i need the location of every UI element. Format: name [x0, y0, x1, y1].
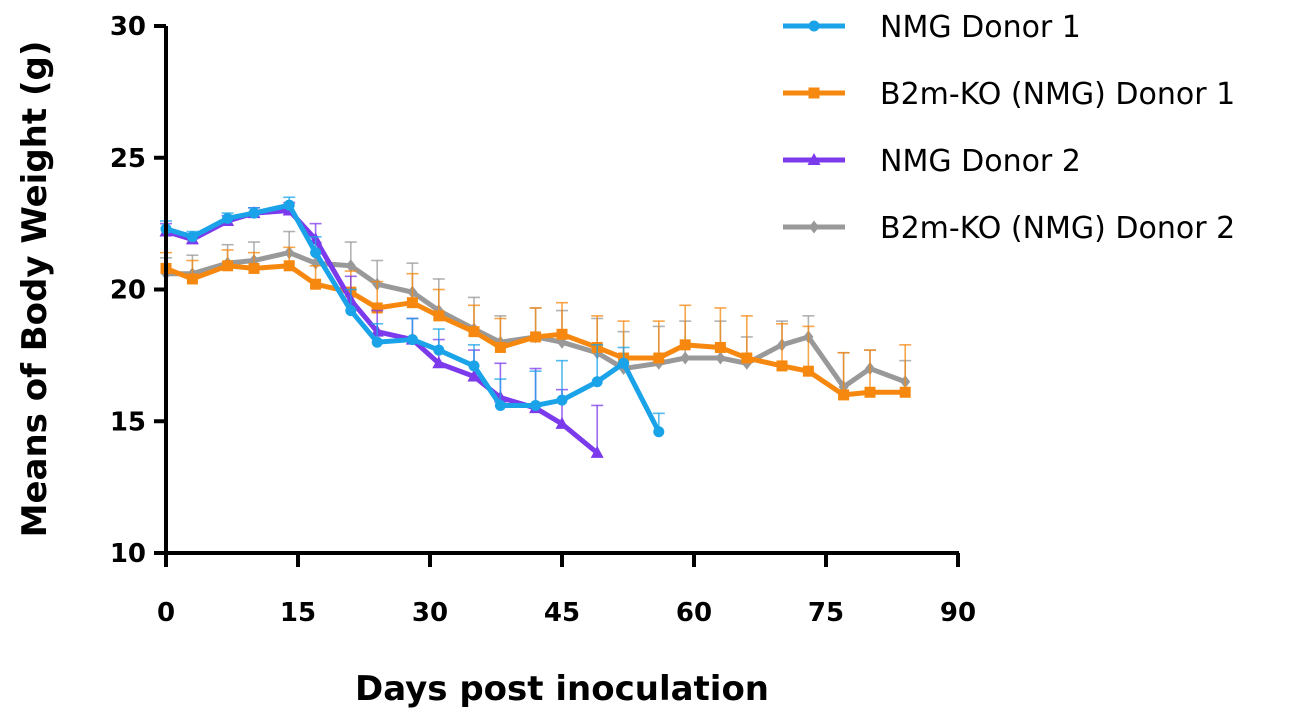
data-point: [468, 326, 480, 338]
legend-label: B2m-KO (NMG) Donor 1: [880, 77, 1235, 112]
data-point: [653, 426, 665, 438]
axes: 10 15 20 25 30 0 15 30 45 60 75 90: [110, 12, 976, 628]
data-point: [530, 399, 542, 411]
data-point: [283, 199, 295, 211]
y-axis-title: Means of Body Weight (g): [15, 41, 55, 538]
data-point: [371, 302, 383, 314]
legend-item: NMG Donor 2: [783, 144, 1081, 179]
data-point: [555, 416, 569, 429]
data-point: [248, 262, 260, 274]
data-point: [406, 297, 418, 309]
legend-item: B2m-KO (NMG) Donor 1: [783, 77, 1235, 112]
x-tick-label: 60: [676, 598, 712, 628]
y-tick-label: 10: [110, 539, 146, 569]
data-point: [310, 278, 322, 290]
legend-marker: [808, 20, 820, 32]
data-point: [679, 339, 691, 351]
data-point: [283, 260, 295, 272]
legend-label: B2m-KO (NMG) Donor 2: [880, 211, 1235, 246]
data-point: [899, 386, 911, 398]
data-point: [222, 212, 234, 224]
series-1: [160, 196, 665, 438]
plot-area: [159, 196, 912, 458]
data-point: [467, 369, 481, 382]
legend-marker: [808, 87, 820, 99]
x-tick-label: 15: [280, 598, 316, 628]
legend-item: B2m-KO (NMG) Donor 2: [783, 211, 1235, 246]
data-point: [248, 207, 260, 219]
data-point: [433, 344, 445, 356]
legend-label: NMG Donor 2: [880, 144, 1081, 179]
data-point: [556, 328, 568, 340]
y-tick-label: 30: [110, 12, 146, 42]
data-point: [345, 305, 357, 317]
data-point: [653, 352, 665, 364]
x-tick-label: 0: [157, 598, 175, 628]
data-point: [591, 376, 603, 388]
data-point: [433, 310, 445, 322]
data-point: [776, 360, 788, 372]
x-tick-label: 75: [808, 598, 844, 628]
data-point: [468, 360, 480, 372]
data-point: [680, 351, 691, 365]
data-point: [406, 334, 418, 346]
data-point: [186, 231, 198, 243]
series-3: [159, 201, 604, 458]
legend-marker: [807, 153, 821, 165]
data-point: [838, 389, 850, 401]
data-point: [741, 352, 753, 364]
data-point: [432, 356, 446, 369]
data-point: [494, 341, 506, 353]
data-point: [590, 445, 604, 458]
data-point: [556, 394, 568, 406]
data-point: [864, 386, 876, 398]
data-point: [222, 260, 234, 272]
data-point: [715, 351, 726, 365]
data-point: [494, 399, 506, 411]
x-tick-label: 90: [940, 598, 976, 628]
y-tick-label: 20: [110, 276, 146, 306]
y-tick-label: 15: [110, 407, 146, 437]
x-tick-label: 30: [412, 598, 448, 628]
data-point: [186, 273, 198, 285]
legend-marker: [809, 220, 819, 234]
y-tick-label: 25: [110, 144, 146, 174]
data-point: [310, 247, 322, 259]
data-point: [530, 331, 542, 343]
data-point: [802, 365, 814, 377]
data-point: [345, 259, 356, 273]
x-tick-label: 45: [544, 598, 580, 628]
legend-label: NMG Donor 1: [880, 10, 1081, 45]
legend-item: NMG Donor 1: [783, 10, 1081, 45]
data-point: [618, 357, 630, 369]
x-axis-title: Days post inoculation: [355, 669, 769, 709]
legend: NMG Donor 1 B2m-KO (NMG) Donor 1 NMG Donor…: [783, 10, 1235, 246]
data-point: [371, 336, 383, 348]
data-point: [714, 341, 726, 353]
